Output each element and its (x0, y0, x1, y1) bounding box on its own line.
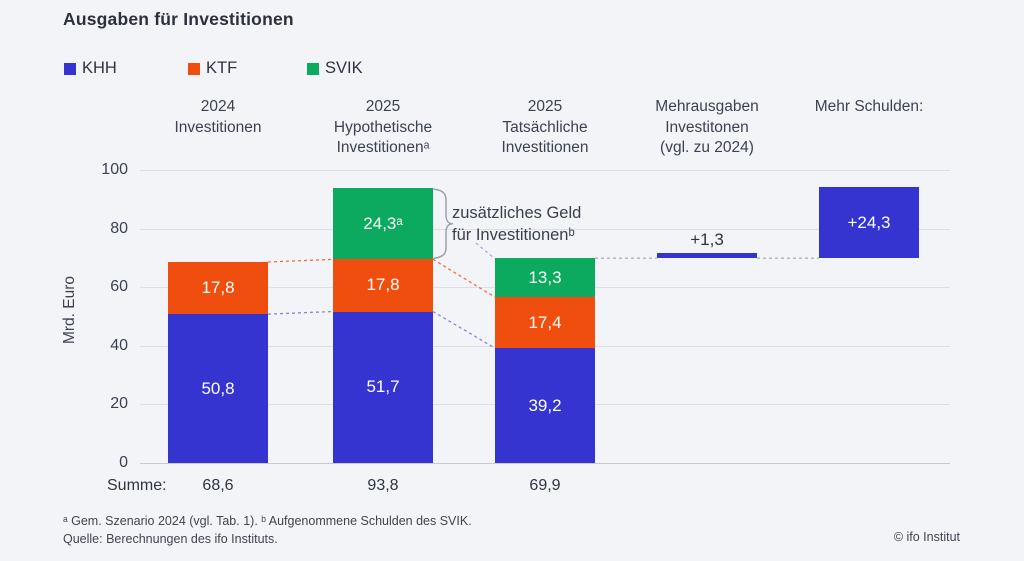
legend-swatch-svik (307, 62, 319, 75)
footnote-source: Quelle: Berechnungen des ifo Instituts. (63, 532, 278, 546)
y-tick-label-20: 20 (110, 395, 128, 413)
y-tick-label-80: 80 (110, 219, 128, 237)
bar-segment-svik: 13,3 (495, 258, 595, 298)
summe-value-2025-hypothetisch: 93,8 (367, 477, 399, 494)
summe-value-2025-tatsaechlich: 69,9 (529, 477, 561, 494)
y-tick-label-60: 60 (110, 278, 128, 296)
summe-label: Summe: (107, 477, 167, 494)
segment-value-label: 13,3 (528, 267, 562, 287)
annotation-zusaetzliches-geld: zusätzliches Geld für Investitionenᵇ (452, 204, 582, 244)
legend-label: SVIK (325, 59, 363, 77)
segment-value-label: 51,7 (366, 377, 400, 397)
segment-value-label: 17,4 (528, 312, 562, 332)
bar-segment-khh: 39,2 (495, 348, 595, 463)
copyright-ifo: © ifo Institut (893, 530, 960, 544)
y-tick-label-0: 0 (119, 454, 128, 471)
gridline-80 (140, 228, 950, 230)
y-tick-label-40: 40 (110, 336, 128, 354)
floating-bar (657, 252, 757, 259)
column-header-2025-hypothetisch: 2025 Hypothetische Investitionenᵃ (333, 98, 433, 156)
bar-segment-khh: 50,8 (168, 314, 268, 463)
gridline-100 (140, 170, 950, 171)
floating-bar (819, 186, 919, 259)
legend-item-svik: SVIK (307, 59, 363, 78)
bar-segment-ktf: 17,8 (168, 262, 268, 315)
segment-value-label: 17,8 (366, 275, 400, 295)
column-header-mehr-schulden: Mehr Schulden: (814, 98, 924, 115)
legend-label: KTF (206, 59, 238, 77)
summe-value-2024: 68,6 (202, 477, 234, 494)
legend-item-khh: KHH (64, 59, 117, 78)
bar-value-label: +1,3 (690, 229, 724, 249)
segment-value-label: 39,2 (528, 395, 562, 415)
column-header-mehrausgaben: Mehrausgaben Investitonen (vgl. zu 2024) (655, 98, 759, 156)
column-header-2025-tatsaechlich: 2025 Tatsächliche Investitionen (501, 98, 589, 156)
legend-swatch-khh (64, 62, 76, 75)
bar-segment-svik: 24,3ᵃ (333, 188, 433, 260)
bar-segment-khh: 51,7 (333, 311, 433, 463)
legend-swatch-ktf (188, 62, 200, 75)
bar-segment-ktf: 17,4 (495, 297, 595, 349)
footnote-a-b: ᵃ Gem. Szenario 2024 (vgl. Tab. 1). ᵇ Au… (63, 514, 472, 528)
legend-label: KHH (82, 59, 117, 77)
segment-value-label: 50,8 (201, 378, 235, 398)
chart-title: Ausgaben für Investitionen (63, 9, 294, 29)
segment-value-label: 24,3ᵃ (363, 213, 403, 233)
gridline-0 (140, 463, 950, 464)
bar-value-label: +24,3 (847, 212, 891, 232)
bar-segment-ktf: 17,8 (333, 259, 433, 312)
column-header-2024: 2024 Investitionen (174, 98, 262, 136)
legend-item-ktf: KTF (188, 59, 237, 78)
y-tick-label-100: 100 (101, 161, 128, 178)
segment-value-label: 17,8 (201, 278, 235, 298)
